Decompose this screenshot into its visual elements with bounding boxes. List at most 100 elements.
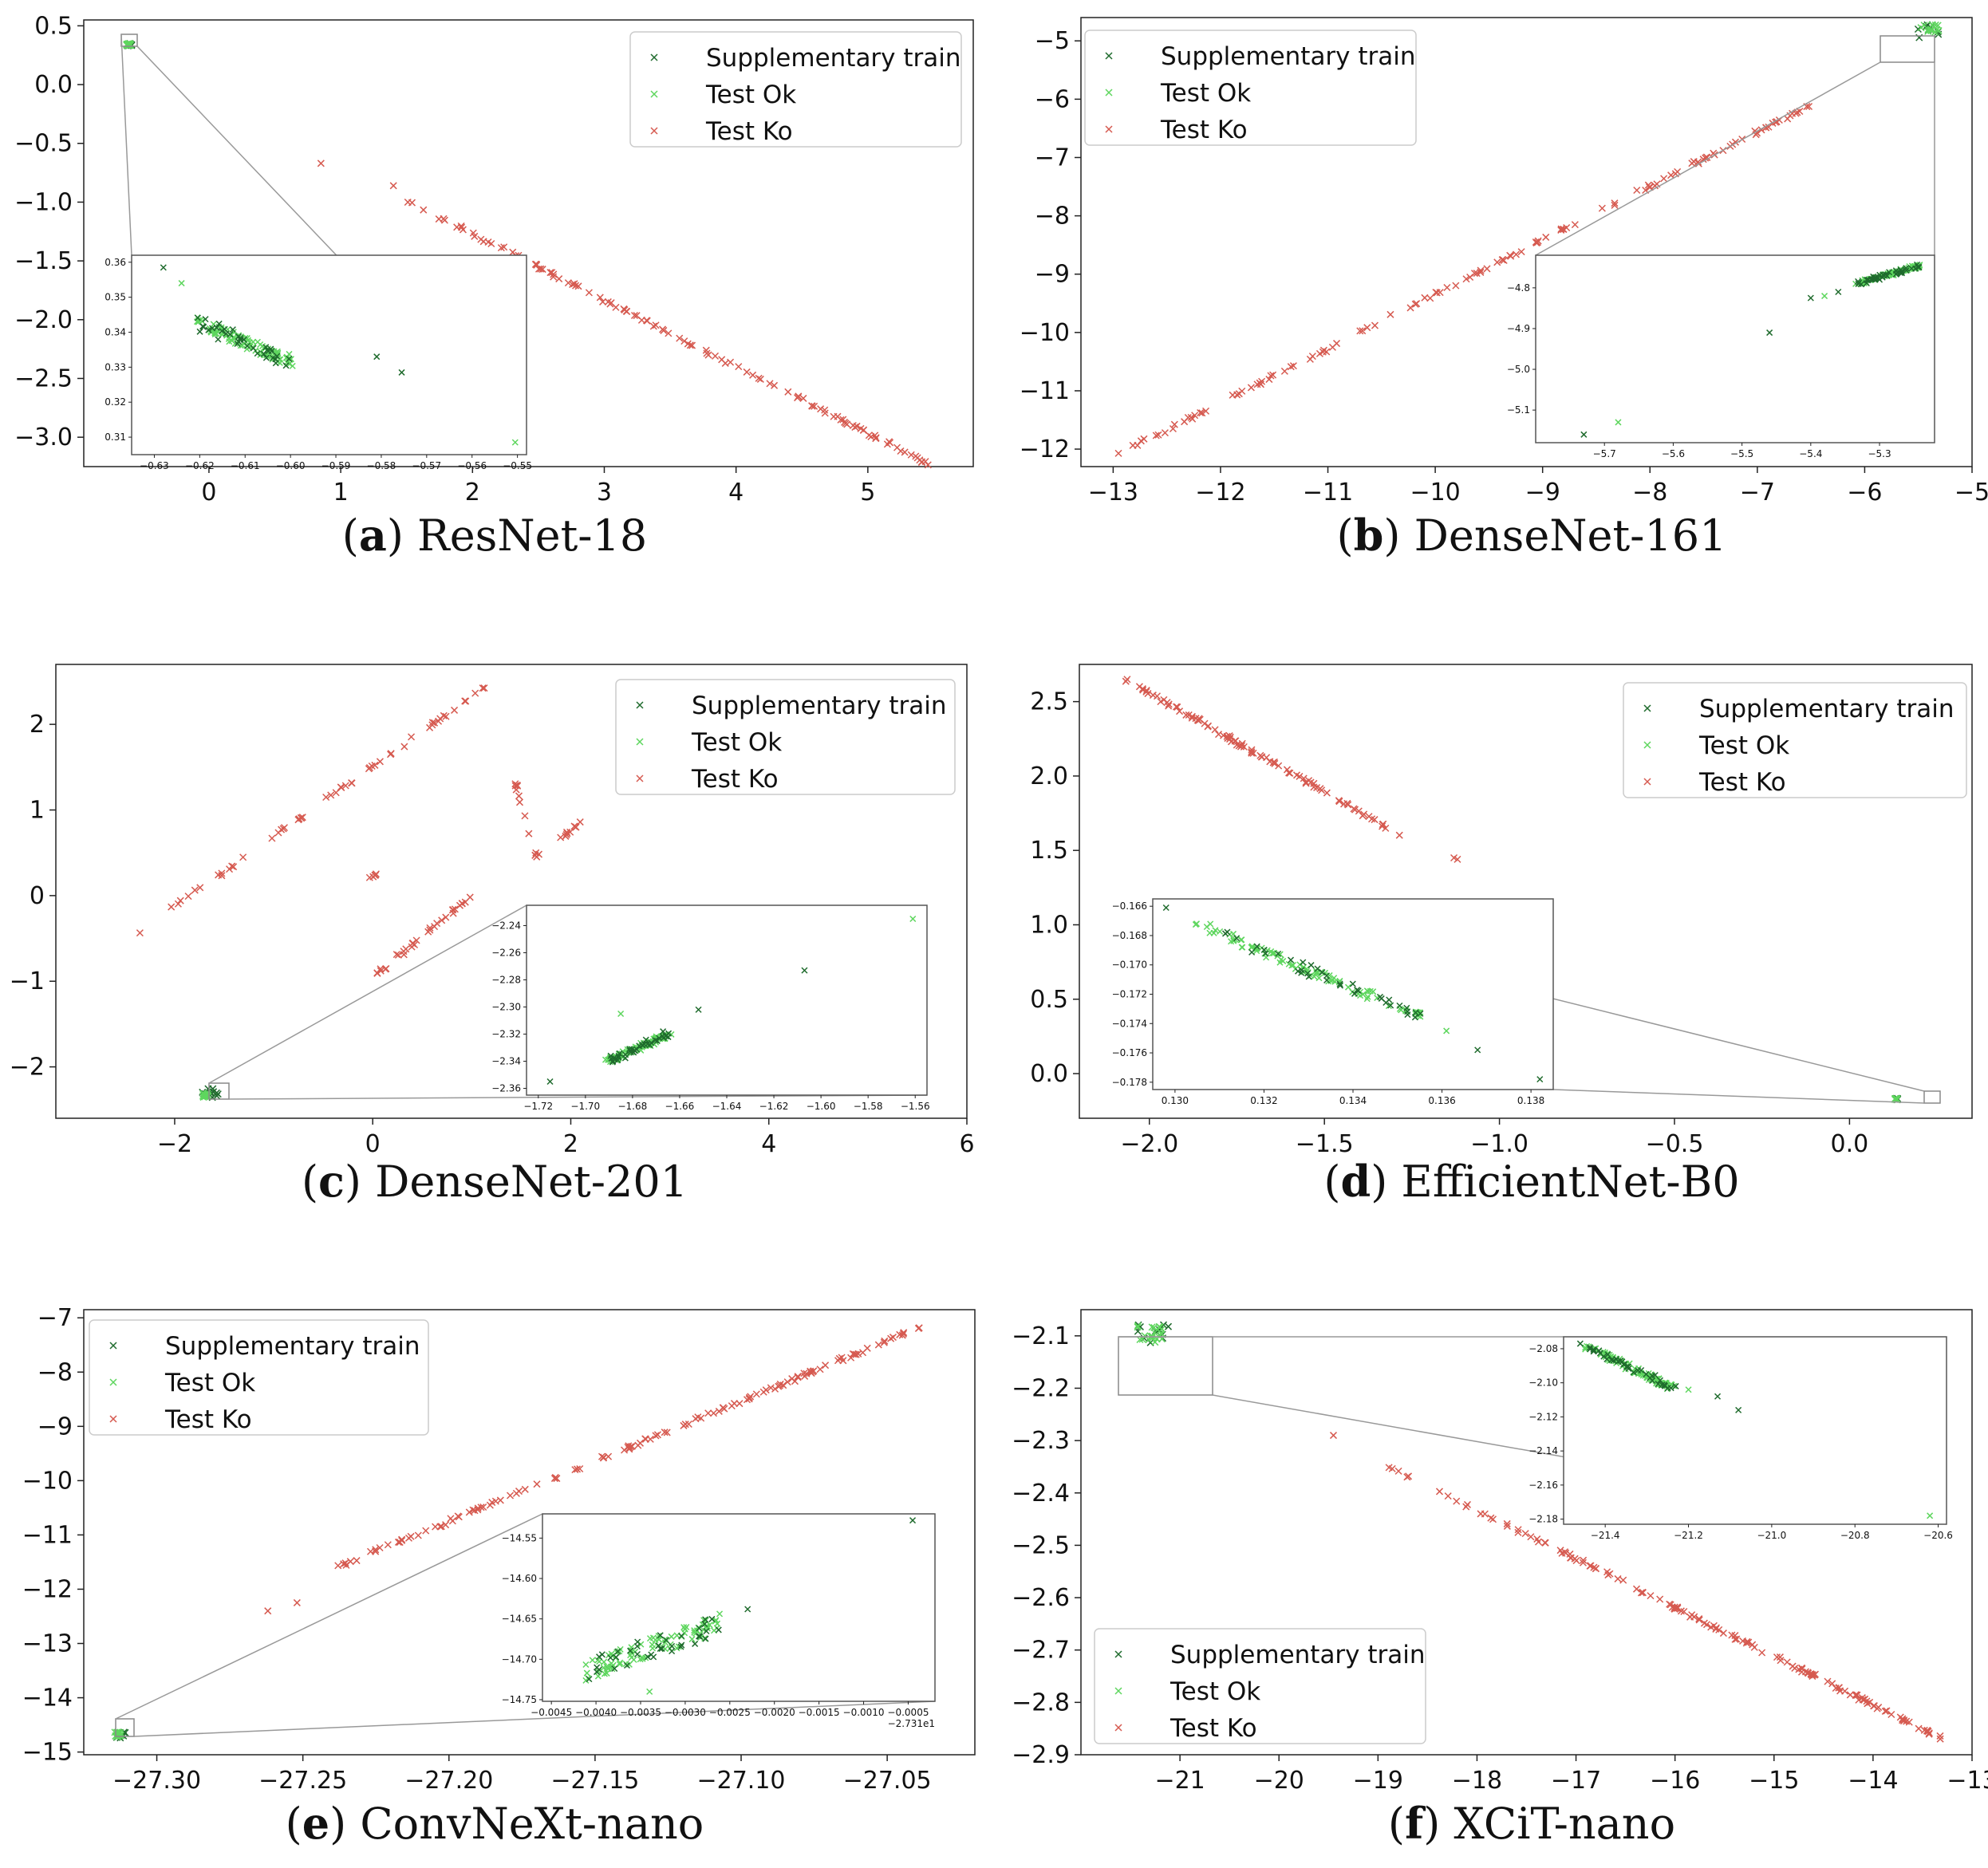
- inset-x-tick-label: −0.59: [321, 460, 351, 471]
- point-test-ko: [1165, 700, 1173, 708]
- point-test-ko: [512, 786, 520, 794]
- x-tick-label: −10: [1410, 479, 1460, 506]
- inset-point-test-ok: [583, 1669, 590, 1677]
- inset-point-test-ok: [1268, 950, 1276, 957]
- point-test-ko: [881, 1337, 889, 1345]
- inset-point-supplementary-train: [660, 1028, 667, 1035]
- point-test-ko: [457, 222, 465, 230]
- inset-point-test-ok: [637, 1656, 644, 1663]
- point-test-ko: [822, 1362, 830, 1369]
- point-test-ko: [534, 265, 543, 273]
- inset-point-supplementary-train: [1295, 967, 1302, 975]
- point-test-ko: [622, 307, 630, 315]
- point-test-ko: [918, 458, 926, 466]
- subplot-caption: (e) ConvNeXt-nano: [286, 1798, 704, 1849]
- point-test-ok: [1148, 1323, 1156, 1331]
- point-test-ko: [1534, 237, 1542, 245]
- inset-point-supplementary-train: [627, 1647, 634, 1654]
- y-tick-label: −2.3: [1012, 1427, 1070, 1455]
- point-test-ko: [1835, 1684, 1843, 1692]
- point-test-ko: [1731, 1635, 1739, 1643]
- point-test-ko: [752, 1390, 760, 1398]
- inset-x-tick-label: −21.2: [1674, 1530, 1703, 1541]
- point-test-ko: [1614, 1574, 1622, 1582]
- inset-point-test-ok: [637, 1641, 645, 1648]
- inset-point-outlier: [160, 264, 167, 271]
- point-test-ko: [462, 697, 470, 705]
- inset-point-supplementary-train: [1319, 969, 1326, 976]
- inset-point-supplementary-train: [642, 1036, 649, 1043]
- inset-frame: [1535, 254, 1935, 443]
- point-test-ko: [1881, 1707, 1889, 1715]
- point-test-ko: [1483, 265, 1491, 273]
- inset-point-test-ok: [213, 330, 220, 337]
- point-test-ko: [1702, 154, 1710, 162]
- inset-point-outlier: [1474, 1046, 1481, 1054]
- inset-point-test-ok: [700, 1626, 707, 1634]
- point-test-ko: [1809, 1671, 1816, 1679]
- point-test-ko: [1710, 149, 1718, 157]
- inset-point-supplementary-train: [692, 1640, 699, 1647]
- point-test-ko: [676, 334, 684, 342]
- inset-y-tick-label: −14.60: [502, 1573, 537, 1584]
- inset-point-supplementary-train: [1615, 1358, 1622, 1366]
- inset-x-tick-label: 0.138: [1517, 1095, 1544, 1106]
- point-test-ko: [800, 1369, 808, 1377]
- y-tick-label: 2.0: [1030, 763, 1068, 790]
- inset-x-tick-label: −21.0: [1757, 1530, 1786, 1541]
- point-test-ko: [720, 1405, 728, 1413]
- y-tick-label: −10: [1020, 319, 1070, 347]
- point-test-ko: [599, 298, 607, 305]
- point-test-ko: [1135, 683, 1143, 691]
- legend-marker: [1105, 125, 1113, 133]
- inset-y-tick-label: −2.12: [1528, 1411, 1558, 1422]
- legend-marker: [636, 738, 644, 746]
- point-test-ko: [230, 863, 238, 871]
- inset-y-tick-label: 0.35: [105, 292, 126, 303]
- point-test-ko: [1152, 432, 1160, 439]
- inset-y-tick-label: −0.170: [1112, 960, 1147, 971]
- legend-label: Supplementary train: [1699, 695, 1954, 723]
- inset-point-test-ok: [639, 1655, 646, 1662]
- inset-point-supplementary-train: [1336, 980, 1343, 987]
- point-test-ko: [521, 812, 529, 820]
- inset-x-tick-label: −0.0020: [754, 1707, 795, 1718]
- point-test-ko: [168, 903, 176, 911]
- inset-point-supplementary-train: [262, 354, 270, 361]
- point-test-ko: [387, 750, 395, 758]
- point-test-ko: [521, 1485, 529, 1493]
- inset-point-supplementary-train: [623, 1661, 631, 1669]
- inset-point-outlier: [801, 967, 808, 974]
- y-tick-label: −2.6: [1012, 1584, 1070, 1612]
- legend-marker: [1114, 1724, 1122, 1732]
- point-test-ko: [747, 1393, 755, 1401]
- inset-point-supplementary-train: [1590, 1347, 1598, 1354]
- point-test-ko: [1674, 167, 1682, 175]
- inset-x-tick-label: −5.5: [1730, 448, 1753, 459]
- inset-y-tick-label: −0.168: [1112, 930, 1147, 941]
- point-test-ko: [794, 1373, 802, 1381]
- point-test-ko: [506, 1492, 515, 1500]
- inset-point-supplementary-train: [1855, 280, 1862, 288]
- inset-point-test-ok: [1363, 995, 1371, 1003]
- point-test-ko: [533, 853, 541, 861]
- inset-point-test-ok: [594, 1673, 602, 1680]
- inset-y-tick-label: −2.24: [491, 920, 521, 932]
- legend-label: Supplementary train: [165, 1332, 420, 1361]
- point-test-ko: [442, 712, 450, 720]
- point-test-ko: [408, 733, 416, 741]
- point-test-ko: [1197, 408, 1205, 417]
- point-test-ko: [551, 1473, 559, 1481]
- inset-x-tick-label: 0.134: [1339, 1095, 1367, 1106]
- point-test-ko: [665, 329, 673, 337]
- inset-point-supplementary-train: [633, 1642, 641, 1650]
- point-test-ko: [1656, 1595, 1664, 1603]
- inset-point-test-ok: [1237, 936, 1244, 944]
- point-test-ko: [1632, 1585, 1641, 1593]
- inset-point-supplementary-train: [658, 1645, 665, 1653]
- point-test-ko: [298, 814, 306, 822]
- point-test-ko: [843, 420, 851, 428]
- x-tick-label: −12: [1195, 479, 1245, 506]
- inset-point-outlier: [1443, 1027, 1450, 1034]
- point-test-ko: [400, 948, 408, 956]
